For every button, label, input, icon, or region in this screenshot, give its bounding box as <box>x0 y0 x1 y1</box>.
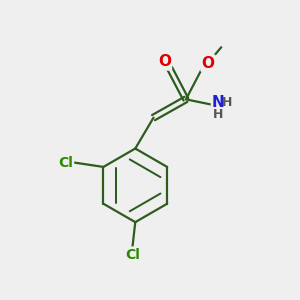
Text: H: H <box>213 108 224 121</box>
Text: H: H <box>222 96 233 110</box>
Text: O: O <box>202 56 214 70</box>
Text: O: O <box>158 55 171 70</box>
Text: Cl: Cl <box>58 155 73 170</box>
Text: N: N <box>212 95 225 110</box>
Text: Cl: Cl <box>125 248 140 262</box>
